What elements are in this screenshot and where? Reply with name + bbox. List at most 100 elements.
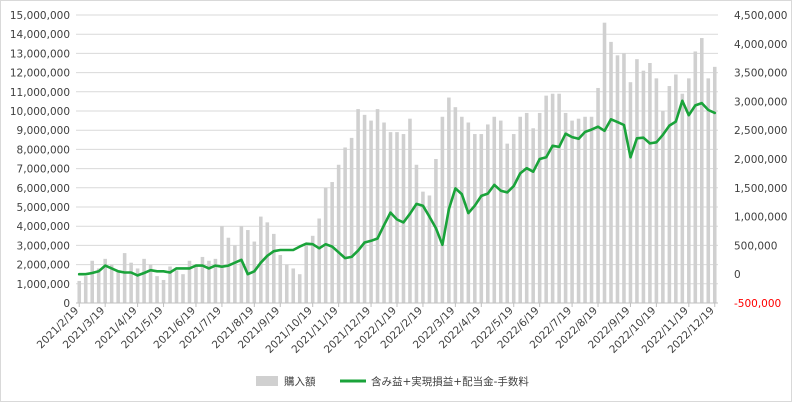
bar: [615, 55, 620, 303]
bar: [349, 137, 354, 303]
bar: [265, 222, 270, 303]
bar: [90, 260, 94, 303]
y-left-tick-label: 4,000,000: [17, 221, 70, 233]
bar: [96, 268, 101, 303]
bar: [648, 63, 652, 303]
legend: 購入額 含み益+実現損益+配当金-手数料: [256, 375, 529, 388]
y-right-tick-label: -500,000: [734, 298, 781, 310]
bar: [557, 93, 561, 303]
bar: [187, 260, 192, 303]
y-right-tick-label: 500,000: [734, 240, 777, 252]
y-right-tick-label: 1,500,000: [734, 183, 787, 195]
bar: [667, 86, 672, 303]
bar: [661, 111, 665, 303]
right-axis: -500,000 0 500,000 1,000,000 1,500,000 2,000,…: [734, 10, 787, 310]
y-left-tick-label: 10,000,000: [10, 106, 70, 118]
bar: [278, 255, 283, 303]
y-left-tick-label: 12,000,000: [10, 68, 70, 80]
y-right-tick-label: 2,500,000: [734, 125, 787, 137]
bar: [291, 268, 296, 303]
bar: [207, 260, 211, 303]
bar: [83, 276, 88, 303]
bar: [155, 276, 159, 303]
y-left-tick-label: 5,000,000: [17, 202, 70, 214]
bar: [706, 78, 711, 303]
legend-line-label: 含み益+実現損益+配当金-手数料: [371, 375, 529, 388]
bar: [531, 128, 535, 303]
bar: [272, 233, 276, 303]
bar: [161, 279, 166, 303]
bar: [395, 132, 399, 303]
y-left-tick-label: 2,000,000: [17, 260, 70, 272]
bar: [427, 195, 432, 303]
bar: [479, 134, 484, 303]
y-left-tick-label: 15,000,000: [10, 10, 70, 22]
bar: [414, 164, 419, 303]
bar: [654, 78, 659, 303]
bar: [570, 120, 574, 303]
bar: [317, 218, 321, 303]
bar: [693, 51, 698, 304]
bar-series-purchase-amount: [77, 22, 717, 304]
bar: [544, 95, 548, 303]
bar: [239, 226, 244, 303]
y-left-tick-label: 9,000,000: [17, 125, 70, 137]
bar: [310, 235, 315, 303]
bar: [408, 118, 412, 304]
y-right-tick-label: 3,000,000: [734, 96, 787, 108]
bar: [421, 191, 425, 303]
bar: [635, 59, 639, 303]
y-left-tick-label: 3,000,000: [17, 240, 70, 252]
bar: [246, 230, 250, 303]
bar: [135, 268, 140, 303]
bar: [576, 118, 581, 304]
bar: [537, 112, 542, 303]
bar: [174, 270, 179, 303]
bar: [220, 226, 224, 303]
bar: [181, 274, 185, 303]
bar: [700, 38, 704, 303]
y-left-tick-label: 7,000,000: [17, 164, 70, 176]
y-left-tick-label: 1,000,000: [17, 279, 70, 291]
bar: [388, 132, 393, 303]
bar: [563, 112, 568, 303]
bar: [194, 266, 198, 303]
y-right-tick-label: 4,000,000: [734, 39, 787, 51]
bar: [200, 256, 205, 303]
bar: [109, 264, 114, 303]
bar: [382, 122, 386, 304]
profit-line: [77, 99, 717, 277]
bar: [609, 41, 613, 303]
bar: [148, 264, 153, 303]
bar: [233, 245, 237, 303]
bar: [550, 93, 555, 303]
bar: [447, 97, 451, 303]
bar: [142, 258, 146, 303]
bar: [356, 109, 360, 303]
bar: [330, 182, 334, 303]
bar: [284, 264, 289, 303]
bar: [440, 116, 445, 303]
bar: [486, 124, 490, 303]
bar: [511, 134, 516, 303]
bar: [622, 53, 626, 304]
bar: [518, 116, 522, 303]
y-right-tick-label: 0: [734, 269, 741, 281]
bar: [297, 274, 302, 303]
bar: [583, 116, 587, 303]
bar: [505, 143, 510, 303]
line-series-profit: [77, 99, 717, 277]
y-right-tick-label: 4,500,000: [734, 10, 787, 22]
bar: [687, 78, 691, 303]
bar: [602, 22, 607, 304]
bar: [336, 164, 341, 303]
bar: [460, 116, 464, 303]
bar: [213, 258, 218, 303]
bar: [259, 216, 263, 303]
y-left-tick-label: 0: [63, 298, 70, 310]
bar: [453, 107, 458, 303]
x-axis: 2021/2/192021/3/192021/4/192021/5/192021…: [35, 302, 718, 356]
bar: [375, 109, 380, 303]
bar: [628, 82, 633, 303]
